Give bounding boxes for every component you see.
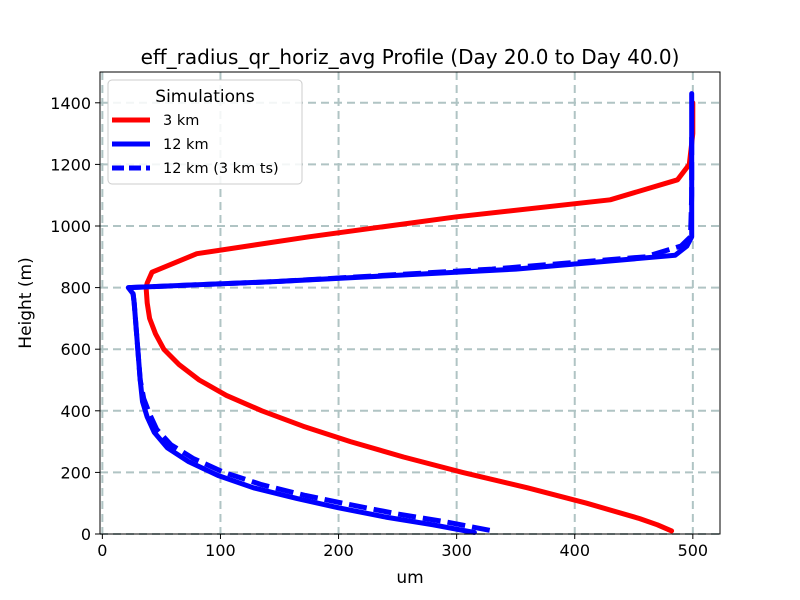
- x-tick-label: 500: [678, 541, 709, 560]
- grid: [100, 72, 720, 535]
- x-tick-label: 200: [323, 541, 354, 560]
- y-axis-title: Height (m): [16, 257, 36, 348]
- legend: Simulations 3 km 12 km 12 km (3 km ts): [107, 79, 303, 185]
- x-tick-label: 400: [559, 541, 590, 560]
- y-tick-label: 400: [60, 402, 91, 421]
- legend-label-3-km: 3 km: [163, 113, 199, 129]
- legend-label-12-km: 12 km: [163, 137, 209, 153]
- x-tick-label: 100: [205, 541, 236, 560]
- y-tick-label: 1000: [50, 217, 91, 236]
- chart-title: eff_radius_qr_horiz_avg Profile (Day 20.…: [141, 45, 680, 69]
- axes-frame: [99, 71, 721, 535]
- series-line-12-km-3-km-ts: [125, 133, 695, 533]
- y-tick-label: 200: [60, 463, 91, 482]
- y-tick-label: 800: [60, 279, 91, 298]
- x-axis-title: um: [396, 568, 423, 588]
- y-tick-label: 1400: [50, 94, 91, 113]
- x-tick-label: 300: [441, 541, 472, 560]
- series-line-3-km: [143, 100, 696, 534]
- ticks: 0 100 200 300 400 500 0 200 400 600 800 1000 1200 140…: [50, 94, 708, 560]
- series-layer: [125, 91, 696, 535]
- x-tick-label: 0: [97, 541, 107, 560]
- legend-box: [107, 79, 303, 185]
- y-tick-label: 1200: [50, 155, 91, 174]
- legend-label-12-km-3-km-ts: 12 km (3 km ts): [163, 161, 279, 177]
- legend-title: Simulations: [155, 87, 255, 107]
- y-tick-label: 600: [60, 340, 91, 359]
- y-tick-label: 0: [81, 525, 91, 544]
